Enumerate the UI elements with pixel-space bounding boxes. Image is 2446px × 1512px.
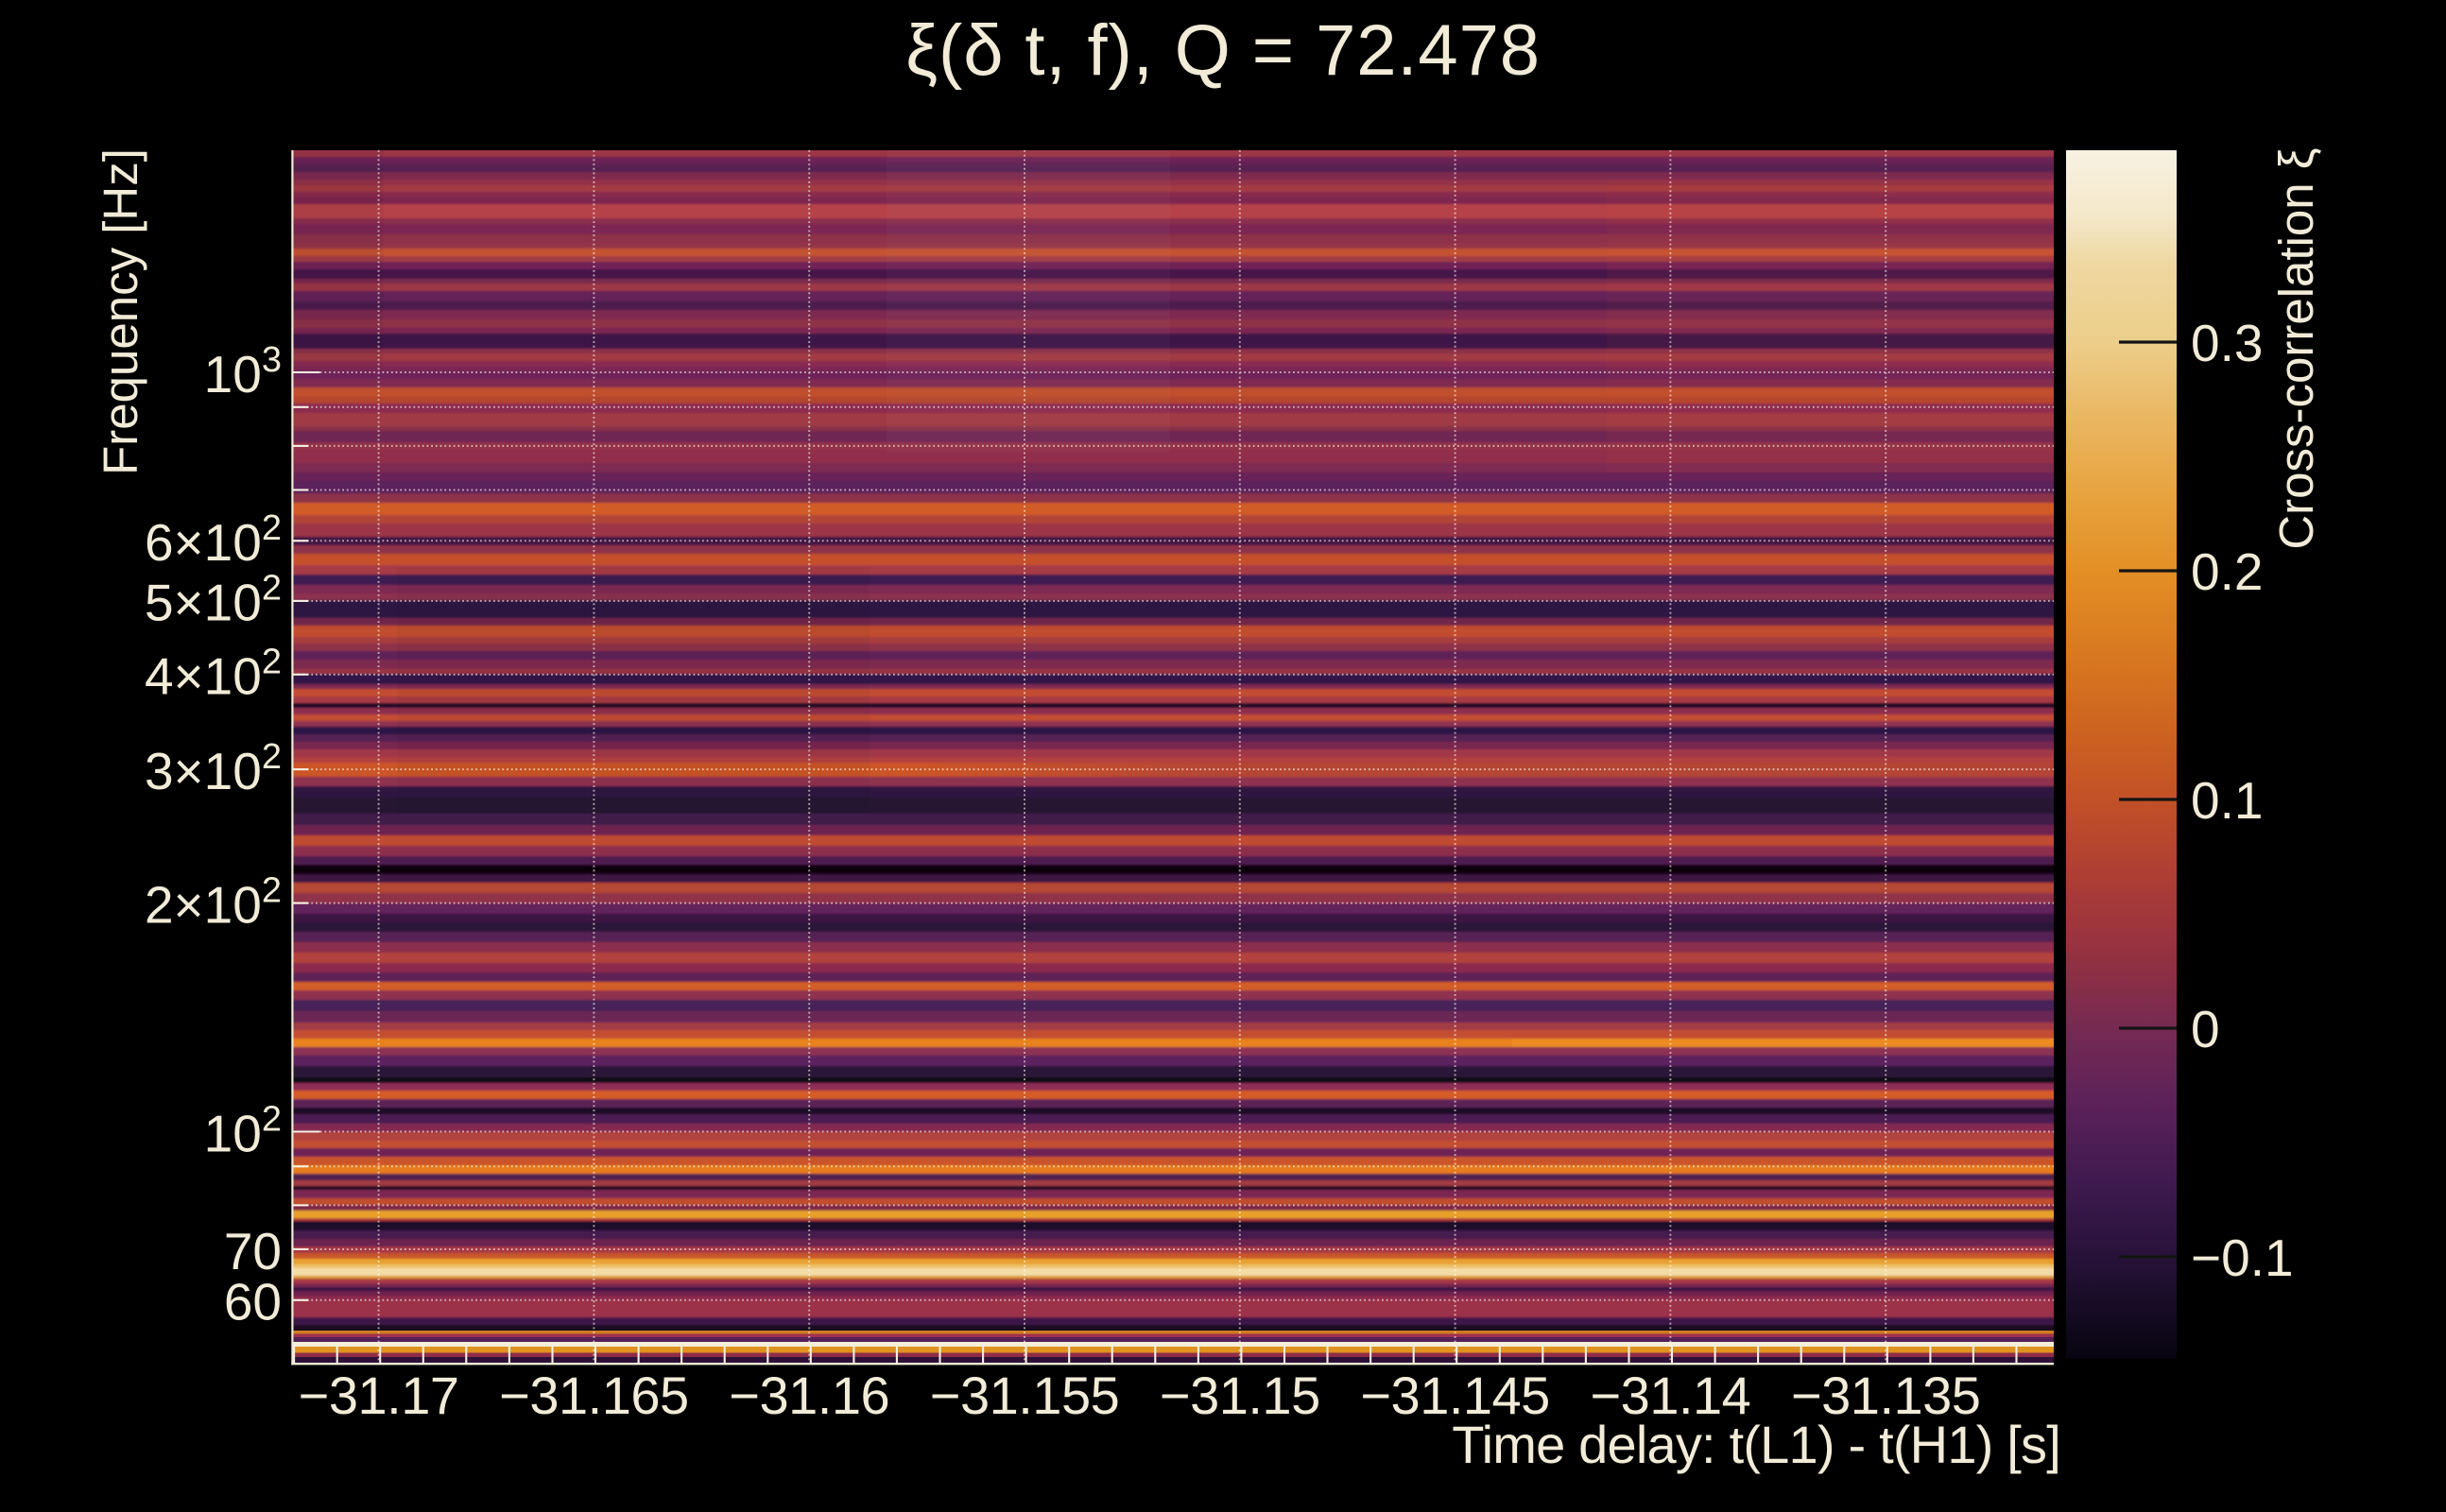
svg-text:−31.16: −31.16 [729,1366,889,1425]
svg-text:−31.135: −31.135 [1791,1366,1980,1425]
svg-text:−31.15: −31.15 [1160,1366,1320,1425]
svg-text:70: 70 [224,1222,282,1280]
svg-text:Frequency [Hz]: Frequency [Hz] [94,148,147,475]
svg-text:−31.145: −31.145 [1360,1366,1549,1425]
svg-text:60: 60 [224,1273,282,1332]
svg-text:−31.165: −31.165 [499,1366,688,1425]
svg-text:103: 103 [204,340,282,404]
svg-text:2×102: 2×102 [145,870,282,934]
svg-text:ξ(δ t, f), Q = 72.478: ξ(δ t, f), Q = 72.478 [905,10,1541,91]
svg-text:−31.17: −31.17 [299,1366,459,1425]
svg-text:3×102: 3×102 [145,737,282,800]
svg-text:0: 0 [2191,1000,2220,1058]
svg-text:4×102: 4×102 [145,643,282,706]
svg-text:−0.1: −0.1 [2191,1228,2294,1287]
svg-text:6×102: 6×102 [145,508,282,572]
svg-text:5×102: 5×102 [145,569,282,632]
svg-text:Time delay: t(L1) - t(H1) [s]: Time delay: t(L1) - t(H1) [s] [1452,1415,2060,1474]
svg-text:0.3: 0.3 [2191,314,2263,372]
svg-text:−31.155: −31.155 [930,1366,1119,1425]
svg-text:0.1: 0.1 [2191,771,2263,830]
svg-text:Cross-correlation ξ: Cross-correlation ξ [2269,147,2323,549]
svg-text:0.2: 0.2 [2191,542,2263,601]
svg-text:−31.14: −31.14 [1590,1366,1750,1425]
